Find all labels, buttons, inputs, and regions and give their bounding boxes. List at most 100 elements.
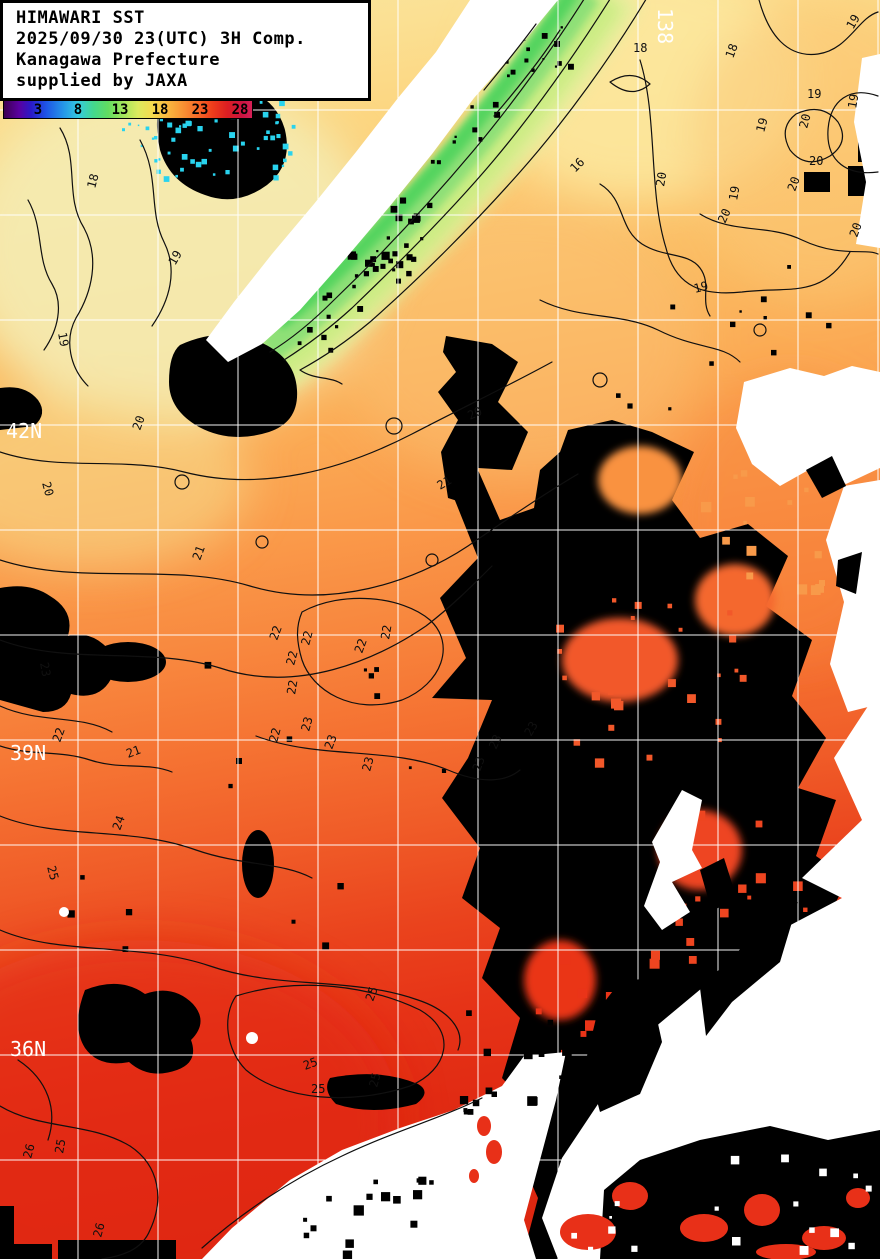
colorbar-tick-label: 23 (191, 102, 209, 118)
cloud-swath-prong (438, 336, 528, 505)
speckle (413, 1190, 423, 1200)
speckle (631, 1245, 638, 1252)
speckle (678, 627, 683, 632)
speckle (430, 159, 435, 164)
speckle (755, 873, 766, 884)
speckle (459, 1096, 469, 1105)
speckle (608, 1226, 616, 1234)
speckle (368, 673, 374, 679)
speckle (865, 1185, 872, 1192)
speckle (303, 1217, 308, 1222)
speckle (275, 121, 279, 125)
speckle (411, 256, 417, 262)
speckle (236, 758, 242, 764)
mottle-1 (562, 618, 678, 702)
speckle (256, 147, 260, 150)
speckle (848, 1242, 855, 1250)
contour-label: 22 (266, 726, 283, 744)
red-blob-5 (802, 1226, 846, 1250)
nodata-tongue (644, 790, 702, 930)
speckle (372, 266, 379, 272)
speckle (554, 41, 560, 47)
speckle (524, 58, 529, 63)
speckle (571, 1232, 577, 1239)
speckle (395, 214, 403, 222)
speckle (307, 327, 313, 333)
contour-label: 25 (311, 1082, 325, 1096)
contour-label: 19 (726, 185, 742, 202)
contour-label: 20 (465, 404, 484, 423)
speckle (352, 284, 356, 289)
speckle (803, 907, 808, 912)
speckle (727, 610, 733, 616)
speckle (167, 151, 171, 155)
sst-patch-topright (690, 0, 880, 300)
speckle (614, 1201, 620, 1207)
speckle (739, 674, 747, 682)
contour-label: 20 (796, 112, 813, 130)
speckle (436, 160, 441, 165)
speckle (560, 26, 563, 29)
speckle (303, 1232, 310, 1239)
contour-line (483, 23, 537, 91)
contour-line (699, 213, 879, 255)
contour-label: 25 (52, 1138, 68, 1155)
speckle (149, 1002, 154, 1007)
speckle (151, 137, 155, 140)
contour-label: 21 (190, 544, 208, 562)
speckle (125, 909, 133, 916)
speckle (547, 1019, 554, 1026)
contour-line (0, 815, 313, 879)
speckle (485, 1087, 493, 1095)
speckle (588, 1246, 594, 1252)
speckle (717, 673, 721, 678)
contour-line (59, 127, 94, 387)
sst-patch-sandy (0, 390, 250, 570)
contour-ring (174, 474, 190, 490)
speckle (607, 689, 614, 695)
speckle (646, 754, 653, 761)
speckle (611, 698, 622, 709)
speckle (733, 474, 738, 479)
contour-label: 22 (378, 624, 394, 641)
speckle (554, 65, 558, 68)
speckle (416, 1178, 421, 1183)
speckle (374, 667, 379, 672)
speckle (345, 1239, 354, 1248)
contour-line (0, 745, 173, 773)
colorbar-tick-label: 3 (33, 102, 43, 118)
speckle (342, 1250, 353, 1259)
speckle (67, 910, 75, 918)
speckle (738, 884, 747, 893)
contour-ring (753, 323, 767, 337)
black-bit-3 (700, 858, 736, 912)
speckle (594, 758, 605, 768)
speckle (494, 111, 501, 118)
speckle (732, 1237, 741, 1246)
speckle (441, 768, 447, 773)
contour-label: 19 (843, 12, 862, 32)
speckle (291, 124, 296, 129)
speckle (729, 635, 737, 643)
contour-label: 19 (753, 116, 770, 134)
contour-line (0, 705, 113, 733)
speckle (291, 919, 296, 924)
contour-label: 19 (692, 279, 710, 296)
speckle (273, 175, 279, 181)
speckle (266, 130, 270, 134)
contour-line (269, 0, 585, 353)
speckle (830, 1228, 839, 1238)
speckle (393, 1196, 401, 1204)
contour-label: 23 (322, 733, 340, 751)
speckle (363, 668, 367, 672)
cloud-over-nodata (586, 456, 880, 1259)
speckle (805, 312, 812, 319)
contour-label: 25 (44, 864, 61, 882)
island-dot-2 (59, 907, 69, 917)
speckle (390, 205, 398, 213)
speckle (819, 580, 825, 586)
black-mass-2 (700, 902, 798, 1036)
contour-ring (385, 417, 403, 435)
speckle (212, 173, 216, 176)
